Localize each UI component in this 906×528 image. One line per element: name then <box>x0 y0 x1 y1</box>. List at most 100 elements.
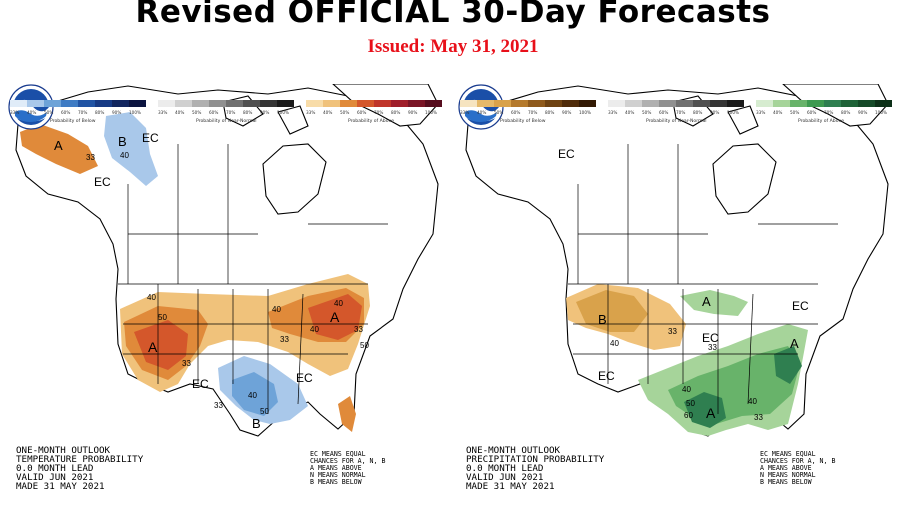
svg-text:33%: 33% <box>306 110 315 115</box>
precipitation-probability-shading <box>566 284 808 436</box>
region-label: 50 <box>360 341 369 350</box>
region-label: 40 <box>248 391 257 400</box>
region-label: 40 <box>147 293 156 302</box>
svg-text:33%: 33% <box>10 110 19 115</box>
region-label: 40 <box>120 151 129 160</box>
issued-date: Issued: May 31, 2021 <box>367 36 539 57</box>
svg-text:90%: 90% <box>260 110 269 115</box>
legend-tick-labels: 33% 40% 50% 60% 70% 80% 90% 100% 33% 40% 50% 6… <box>10 110 437 115</box>
legend-tick-labels: 33% 40% 50% 60% 70% 80% 90% 100% 33% 40% 50% 6… <box>460 110 887 115</box>
region-label: 40 <box>682 385 691 394</box>
svg-text:50%: 50% <box>192 110 201 115</box>
ec-line: N MEANS NORMAL <box>310 471 366 479</box>
svg-text:70%: 70% <box>226 110 235 115</box>
svg-text:Probability of Below: Probability of Below <box>50 118 96 124</box>
svg-text:50%: 50% <box>44 110 53 115</box>
svg-text:50%: 50% <box>642 110 651 115</box>
svg-text:90%: 90% <box>112 110 121 115</box>
svg-text:Probability of Near-Normal: Probability of Near-Normal <box>646 118 707 124</box>
outlook-line: TEMPERATURE PROBABILITY <box>16 454 144 465</box>
carolina-wet-dark-region <box>774 346 802 384</box>
legend-normal-swatches <box>608 100 744 107</box>
svg-text:100%: 100% <box>277 110 289 115</box>
svg-text:40%: 40% <box>27 110 36 115</box>
legend-above-swatches <box>306 100 442 107</box>
svg-text:60%: 60% <box>357 110 366 115</box>
svg-text:80%: 80% <box>693 110 702 115</box>
svg-text:50%: 50% <box>340 110 349 115</box>
region-label: 33 <box>86 153 95 162</box>
ec-line: EC MEANS EQUAL <box>760 450 816 458</box>
region-label: A <box>790 336 799 351</box>
region-label: A <box>706 405 716 421</box>
temperature-region-labels: B EC 40 33 EC A 40 50 A 33 EC 33 40 50 B… <box>54 131 369 431</box>
region-label: 33 <box>214 401 223 410</box>
region-label: 60 <box>684 411 693 420</box>
ec-explanation-note: EC MEANS EQUAL CHANCES FOR A, N, B A MEA… <box>310 451 385 486</box>
temperature-probability-shading <box>20 112 370 432</box>
alaska-below-region <box>104 112 158 186</box>
region-label: B <box>598 312 607 327</box>
svg-text:80%: 80% <box>841 110 850 115</box>
svg-text:80%: 80% <box>243 110 252 115</box>
north-dry-mid-region <box>576 290 648 332</box>
outlook-line: PRECIPITATION PROBABILITY <box>466 454 605 465</box>
outlook-line: MADE 31 MAY 2021 <box>466 481 555 492</box>
region-label: 50 <box>686 399 695 408</box>
northeast-above-dark-region <box>308 294 362 340</box>
region-label: EC <box>558 147 575 161</box>
svg-text:50%: 50% <box>790 110 799 115</box>
svg-text:80%: 80% <box>545 110 554 115</box>
region-label: EC <box>598 369 615 383</box>
svg-text:80%: 80% <box>95 110 104 115</box>
region-label: B <box>118 134 127 149</box>
legend-below-swatches <box>460 100 596 107</box>
svg-text:33%: 33% <box>756 110 765 115</box>
svg-text:100%: 100% <box>875 110 887 115</box>
ec-explanation-note: EC MEANS EQUAL CHANCES FOR A, N, B A MEA… <box>760 451 835 486</box>
svg-text:60%: 60% <box>659 110 668 115</box>
region-label: A <box>330 309 340 325</box>
ec-line: EC MEANS EQUAL <box>310 450 366 458</box>
alaska-above-region <box>20 124 98 174</box>
outlook-line: ONE-MONTH OUTLOOK <box>466 445 561 456</box>
gulf-wet-dark-region <box>684 392 726 428</box>
region-label: B <box>252 416 261 431</box>
page-title: Revised OFFICIAL 30-Day Forecasts <box>135 0 771 30</box>
svg-text:90%: 90% <box>408 110 417 115</box>
outlook-line: 0.0 MONTH LEAD <box>16 463 94 474</box>
svg-text:60%: 60% <box>61 110 70 115</box>
ec-line: CHANCES FOR A, N, B <box>310 457 386 465</box>
region-label: 33 <box>280 335 289 344</box>
outlook-line: 0.0 MONTH LEAD <box>466 463 544 474</box>
region-label: 50 <box>260 407 269 416</box>
region-label: 33 <box>182 359 191 368</box>
precipitation-outlook-description: ONE-MONTH OUTLOOK PRECIPITATION PROBABIL… <box>466 446 604 491</box>
region-label: 33 <box>708 343 717 352</box>
precipitation-map-graphic: EC B 40 33 A EC EC EC 33 A 40 50 60 A 40… <box>465 84 889 437</box>
region-label: 40 <box>610 339 619 348</box>
svg-text:70%: 70% <box>78 110 87 115</box>
west-above-dark-region <box>134 320 188 370</box>
svg-text:90%: 90% <box>710 110 719 115</box>
svg-text:40%: 40% <box>773 110 782 115</box>
region-label: EC <box>142 131 159 145</box>
ec-line: B MEANS BELOW <box>310 478 362 486</box>
svg-text:90%: 90% <box>858 110 867 115</box>
legend-normal-swatches <box>158 100 294 107</box>
svg-text:100%: 100% <box>579 110 591 115</box>
svg-text:70%: 70% <box>824 110 833 115</box>
state-province-boundaries <box>118 144 388 414</box>
region-label: 40 <box>748 397 757 406</box>
temperature-probability-legend: 33% 40% 50% 60% 70% 80% 90% 100% 33% 40% 50% 6… <box>10 100 442 124</box>
temperature-outlook-description: ONE-MONTH OUTLOOK TEMPERATURE PROBABILIT… <box>16 446 143 491</box>
ec-line: A MEANS ABOVE <box>310 464 362 472</box>
region-label: 33 <box>668 327 677 336</box>
florida-above-region <box>338 396 356 432</box>
svg-text:50%: 50% <box>494 110 503 115</box>
svg-text:100%: 100% <box>727 110 739 115</box>
outlook-line: VALID JUN 2021 <box>466 472 544 483</box>
svg-text:60%: 60% <box>209 110 218 115</box>
region-label: 40 <box>272 305 281 314</box>
legend-above-swatches <box>756 100 892 107</box>
